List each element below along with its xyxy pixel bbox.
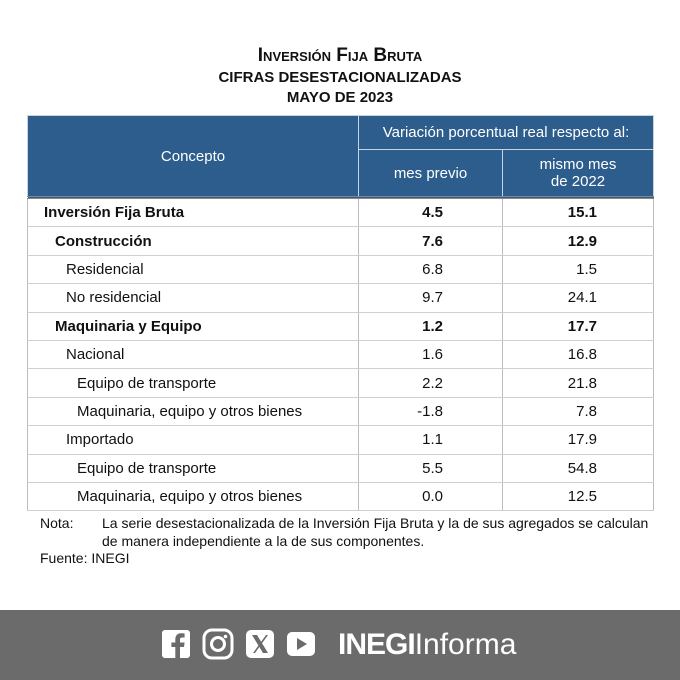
row-value: 4.5 xyxy=(358,195,503,228)
titles: Inversión Fija Bruta CIFRAS DESESTACIONA… xyxy=(0,44,680,108)
table-row: Importado 1.1 17.9 xyxy=(27,425,654,455)
row-value: 6.8 xyxy=(358,255,503,285)
row-value: 54.8 xyxy=(502,454,654,483)
row-label: Maquinaria, equipo y otros bienes xyxy=(27,397,359,427)
source: Fuente: INEGI xyxy=(40,550,130,566)
row-value: 1.6 xyxy=(358,340,503,370)
row-value: 1.1 xyxy=(358,425,503,455)
row-label: Maquinaria y Equipo xyxy=(27,312,359,341)
data-table: Concepto Variación porcentual real respe… xyxy=(27,115,654,512)
row-value: 12.9 xyxy=(502,226,654,256)
year-header: mismo mes de 2022 xyxy=(502,149,654,198)
row-value: 24.1 xyxy=(502,283,654,313)
subtitle: CIFRAS DESESTACIONALIZADAS xyxy=(218,69,462,86)
table-row: Equipo de transporte 5.5 54.8 xyxy=(27,454,654,483)
row-value: 2.2 xyxy=(358,368,503,398)
table-row: Maquinaria y Equipo 1.2 17.7 xyxy=(27,312,654,341)
row-label: Equipo de transporte xyxy=(27,454,359,483)
row-value: 0.0 xyxy=(358,482,503,512)
row-value: 15.1 xyxy=(502,195,654,228)
row-value: 7.6 xyxy=(358,226,503,256)
row-value: 1.2 xyxy=(358,312,503,341)
row-label: Residencial xyxy=(27,255,359,285)
brand: INEGIInforma xyxy=(338,627,516,663)
row-value: 16.8 xyxy=(502,340,654,370)
row-label: Nacional xyxy=(27,340,359,370)
row-value: 1.5 xyxy=(502,255,654,285)
x-icon xyxy=(246,630,274,658)
row-value: 5.5 xyxy=(358,454,503,483)
table-row: No residencial 9.7 24.1 xyxy=(27,283,654,313)
row-value: 12.5 xyxy=(502,482,654,512)
year-header-line: mismo mes xyxy=(539,156,617,173)
instagram-icon xyxy=(202,628,234,660)
group-header: Variación porcentual real respecto al: xyxy=(358,115,654,150)
table-row: Equipo de transporte 2.2 21.8 xyxy=(27,368,654,398)
row-label: Construcción xyxy=(27,226,359,256)
table-row: Residencial 6.8 1.5 xyxy=(27,255,654,285)
social-icons xyxy=(162,628,315,660)
row-label: Importado xyxy=(27,425,359,455)
footer: INEGIInforma xyxy=(0,610,680,680)
row-label: Maquinaria, equipo y otros bienes xyxy=(27,482,359,512)
row-label: Equipo de transporte xyxy=(27,368,359,398)
note-text: La serie desestacionalizada de la Invers… xyxy=(102,515,649,549)
note-label: Nota: xyxy=(40,515,74,531)
brand-text: Informa xyxy=(414,628,517,661)
row-value: 17.9 xyxy=(502,425,654,455)
row-value: -1.8 xyxy=(358,397,503,427)
row-label: Inversión Fija Bruta xyxy=(27,195,359,228)
row-label: No residencial xyxy=(27,283,359,313)
brand-bold: INEGI xyxy=(338,628,416,661)
table-row: Maquinaria, equipo y otros bienes -1.8 7.8 xyxy=(27,397,654,427)
title: Inversión Fija Bruta xyxy=(257,45,423,66)
prev-header: mes previo xyxy=(358,149,503,198)
row-value: 7.8 xyxy=(502,397,654,427)
row-value: 21.8 xyxy=(502,368,654,398)
table-row: Inversión Fija Bruta 4.5 15.1 xyxy=(27,195,654,228)
table-row: Maquinaria, equipo y otros bienes 0.0 12.5 xyxy=(27,482,654,512)
youtube-icon xyxy=(287,632,315,656)
year-header-line: de 2022 xyxy=(550,173,606,190)
period: MAYO DE 2023 xyxy=(286,89,394,106)
row-value: 9.7 xyxy=(358,283,503,313)
concept-header: Concepto xyxy=(27,115,359,198)
table-row: Construcción 7.6 12.9 xyxy=(27,226,654,256)
row-value: 17.7 xyxy=(502,312,654,341)
table-row: Nacional 1.6 16.8 xyxy=(27,340,654,370)
